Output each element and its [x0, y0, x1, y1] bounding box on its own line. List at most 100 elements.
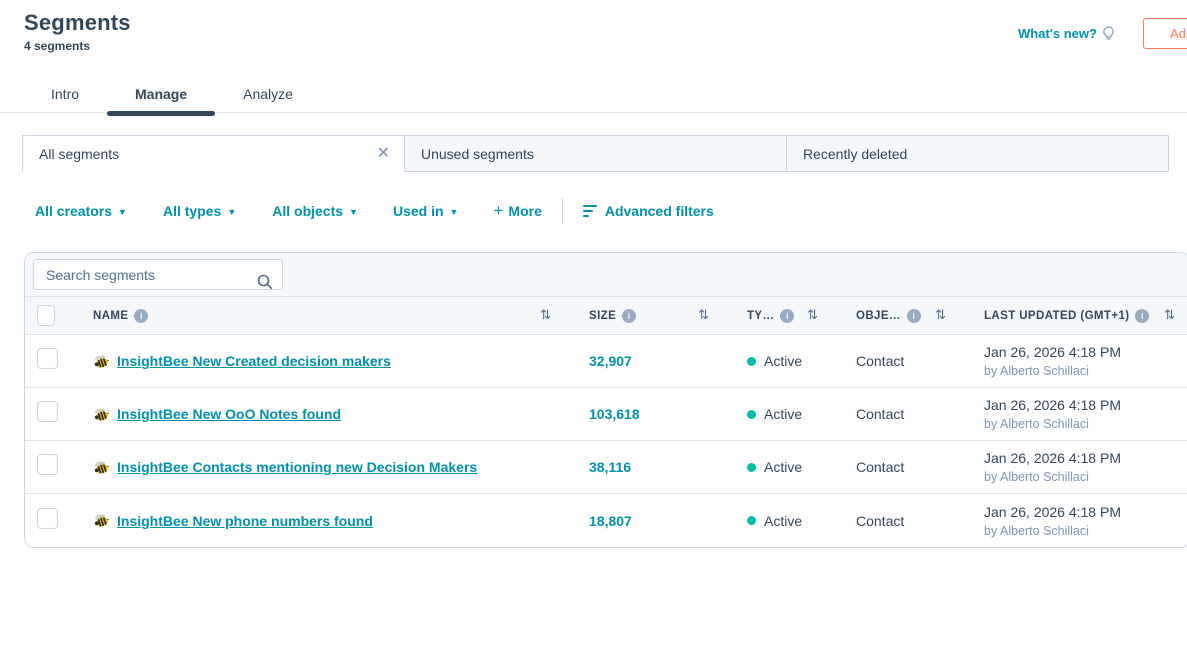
sort-icon[interactable]: ⇅	[807, 308, 818, 323]
column-header-name: NAME i ⇅	[69, 297, 565, 334]
object-cell: Contact	[856, 459, 905, 475]
updated-timestamp: Jan 26, 2026 4:18 PM	[984, 503, 1121, 520]
column-label: OBJE…	[856, 309, 901, 322]
updated-by: by Alberto Schillaci	[984, 470, 1089, 484]
updated-by: by Alberto Schillaci	[984, 523, 1089, 538]
row-checkbox-cell	[25, 507, 69, 534]
status-badge: Active	[764, 353, 803, 369]
divider	[561, 198, 563, 224]
sort-icon[interactable]: ⇅	[1164, 308, 1175, 323]
last-updated-cell: Jan 26, 2026 4:18 PM by Alberto Schillac…	[960, 450, 1187, 484]
table-row: InsightBee New OoO Notes found 103,618 A…	[25, 388, 1187, 441]
info-icon[interactable]: i	[134, 308, 149, 323]
table-row: InsightBee New Created decision makers 3…	[25, 335, 1187, 388]
more-label: More	[508, 203, 542, 219]
chevron-down-icon: ▼	[227, 207, 237, 217]
size-cell[interactable]: 103,618	[589, 406, 640, 422]
tab-manage[interactable]: Manage	[106, 75, 216, 116]
row-checkbox[interactable]	[37, 348, 58, 369]
view-tab-recently-deleted[interactable]: Recently deleted	[786, 135, 1169, 172]
topbar-right: What's new? Admin	[1018, 16, 1187, 50]
info-icon[interactable]: i	[780, 308, 795, 323]
search-wrap	[33, 259, 283, 290]
view-tab-label: Recently deleted	[803, 145, 908, 162]
status-cell: Active	[723, 513, 832, 529]
segment-link[interactable]: InsightBee New OoO Notes found	[117, 406, 342, 422]
whats-new-link[interactable]: What's new?	[1018, 26, 1115, 41]
column-label: NAME	[93, 309, 129, 322]
updated-timestamp: Jan 26, 2026 4:18 PM	[984, 397, 1121, 413]
column-header-size: SIZE i ⇅	[565, 297, 723, 334]
updated-by: by Alberto Schillaci	[984, 417, 1089, 431]
column-header-object: OBJE… i ⇅	[832, 297, 960, 334]
more-filters-button[interactable]: + More	[493, 201, 541, 222]
status-badge: Active	[764, 512, 803, 529]
table-row: InsightBee Contacts mentioning new Decis…	[25, 441, 1187, 494]
size-cell[interactable]: 38,116	[589, 459, 632, 475]
page-title: Segments	[24, 10, 131, 35]
advanced-filters-label: Advanced filters	[604, 203, 714, 219]
view-tab-label: All segments	[39, 145, 120, 162]
status-cell: Active	[723, 353, 832, 369]
info-icon[interactable]: i	[906, 308, 921, 323]
segment-link[interactable]: InsightBee New phone numbers found	[117, 512, 373, 529]
segment-link[interactable]: InsightBee New Created decision makers	[117, 353, 391, 369]
status-cell: Active	[723, 459, 832, 475]
search-input[interactable]	[33, 259, 283, 290]
sort-icon[interactable]: ⇅	[935, 308, 946, 323]
updated-timestamp: Jan 26, 2026 4:18 PM	[984, 344, 1121, 360]
name-cell: InsightBee Contacts mentioning new Decis…	[69, 459, 565, 475]
row-checkbox[interactable]	[37, 401, 58, 422]
info-icon[interactable]: i	[1135, 308, 1150, 323]
search-icon	[257, 274, 273, 289]
sort-icon[interactable]: ⇅	[698, 308, 709, 323]
header-checkbox-cell	[25, 297, 69, 334]
size-cell[interactable]: 32,907	[589, 353, 632, 369]
page-header: Segments 4 segments	[24, 10, 131, 53]
column-header-last-updated: LAST UPDATED (GMT+1) i ⇅	[960, 297, 1187, 334]
search-band	[25, 253, 1187, 297]
last-updated-cell: Jan 26, 2026 4:18 PM by Alberto Schillac…	[960, 397, 1187, 431]
row-checkbox[interactable]	[37, 507, 58, 529]
filter-all-objects[interactable]: All objects ▼	[272, 203, 358, 219]
column-label: TY…	[747, 309, 775, 322]
bee-emoji-icon	[94, 354, 110, 368]
tab-intro[interactable]: Intro	[51, 85, 80, 102]
view-tab-all-segments[interactable]: All segments ✕	[22, 135, 405, 172]
status-dot	[747, 462, 756, 472]
column-label: SIZE	[589, 309, 617, 322]
select-all-checkbox[interactable]	[37, 305, 55, 326]
sort-icon[interactable]: ⇅	[540, 308, 551, 323]
segment-link[interactable]: InsightBee Contacts mentioning new Decis…	[117, 459, 478, 475]
last-updated-cell: Jan 26, 2026 4:18 PM by Alberto Schillac…	[960, 344, 1187, 378]
name-cell: InsightBee New Created decision makers	[69, 353, 565, 369]
bee-emoji-icon	[94, 460, 110, 474]
filter-label: All objects	[272, 203, 344, 219]
bee-emoji-icon	[94, 514, 110, 527]
row-checkbox[interactable]	[37, 454, 58, 475]
view-tab-unused-segments[interactable]: Unused segments	[404, 135, 787, 172]
admin-button[interactable]: Admin	[1142, 17, 1187, 49]
size-cell[interactable]: 18,807	[589, 512, 632, 529]
row-checkbox-cell	[25, 454, 69, 480]
filter-all-creators[interactable]: All creators ▼	[35, 203, 127, 219]
filter-label: All creators	[35, 203, 113, 219]
tab-analyze[interactable]: Analyze	[243, 85, 293, 102]
filter-used-in[interactable]: Used in ▼	[393, 203, 459, 219]
filter-all-types[interactable]: All types ▼	[163, 203, 236, 219]
status-badge: Active	[764, 406, 803, 422]
view-tab-label: Unused segments	[421, 145, 534, 162]
chevron-down-icon: ▼	[449, 207, 459, 217]
table-row: InsightBee New phone numbers found 18,80…	[25, 494, 1187, 547]
close-icon[interactable]: ✕	[376, 144, 390, 162]
advanced-filters-button[interactable]: Advanced filters	[582, 203, 714, 219]
object-cell: Contact	[856, 406, 905, 422]
info-icon[interactable]: i	[622, 308, 637, 323]
segments-table-card: NAME i ⇅ SIZE i ⇅ TY… i ⇅ OBJE… i ⇅	[24, 252, 1187, 548]
bee-emoji-icon	[94, 407, 110, 421]
filter-funnel-icon	[582, 205, 597, 217]
last-updated-cell: Jan 26, 2026 4:18 PM by Alberto Schillac…	[960, 504, 1187, 538]
row-checkbox-cell	[25, 401, 69, 427]
updated-timestamp: Jan 26, 2026 4:18 PM	[984, 450, 1121, 466]
object-cell: Contact	[856, 512, 905, 529]
